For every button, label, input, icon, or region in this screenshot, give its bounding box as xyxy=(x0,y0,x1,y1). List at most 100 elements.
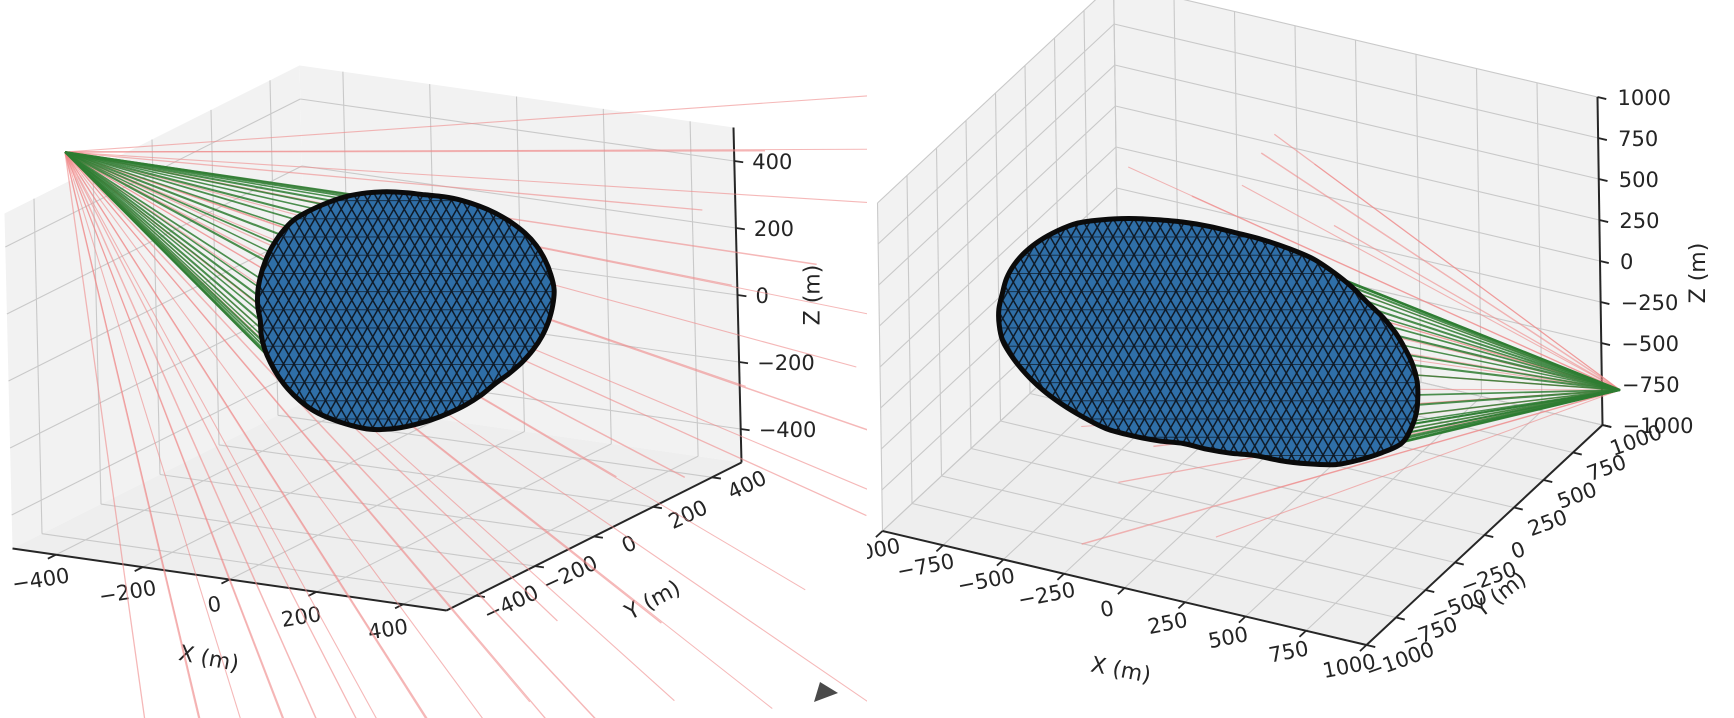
y-tick-mark xyxy=(534,565,545,569)
z-tick-label: 0 xyxy=(1620,250,1633,274)
x-tick-label: 0 xyxy=(206,592,223,618)
miss-ray xyxy=(64,151,285,718)
asteroid-mesh xyxy=(255,189,557,433)
z-tick-label: 0 xyxy=(756,284,769,308)
z-tick-label: 500 xyxy=(1619,168,1659,192)
y-tick-mark xyxy=(1572,451,1582,456)
hit-ray xyxy=(64,151,268,303)
y-tick-mark xyxy=(1543,479,1553,483)
z-axis-label: Z (m) xyxy=(801,265,826,326)
hit-ray xyxy=(1406,389,1621,417)
y-tick-mark xyxy=(593,535,604,539)
hit-ray xyxy=(64,151,290,239)
miss-ray xyxy=(64,148,867,153)
miss-ray xyxy=(1273,389,1621,490)
miss-ray xyxy=(64,151,867,702)
x-tick-mark xyxy=(1238,615,1247,624)
hit-ray xyxy=(1377,322,1621,391)
y-tick-mark xyxy=(652,506,663,510)
y-tick-mark xyxy=(711,476,722,480)
miss-ray xyxy=(64,151,201,718)
x-tick-mark xyxy=(1117,587,1126,595)
hit-ray xyxy=(64,151,271,330)
z-axis-label: Z (m) xyxy=(1686,243,1711,304)
miss-ray xyxy=(64,151,146,718)
z-tick-mark xyxy=(737,294,747,298)
y-tick-mark xyxy=(1513,506,1523,511)
left-3d-plot: −400 −200 0 200 400−400−2000200400−400−20002… xyxy=(4,65,867,718)
z-tick-label: 250 xyxy=(1619,209,1659,233)
x-tick-mark xyxy=(875,530,884,538)
z-tick-mark xyxy=(740,428,750,432)
hit-ray xyxy=(1392,342,1621,391)
x-tick-mark xyxy=(307,591,317,597)
hit-ray xyxy=(64,151,283,248)
z-tick-mark xyxy=(1597,96,1607,100)
z-tick-mark xyxy=(738,361,749,365)
miss-ray xyxy=(64,151,428,718)
miss-ray xyxy=(64,151,317,718)
hit-rays xyxy=(64,150,400,388)
miss-ray xyxy=(64,151,483,718)
x-tick-mark xyxy=(394,603,404,610)
y-tick-mark xyxy=(1395,616,1405,621)
hit-ray xyxy=(64,151,268,312)
z-tick-label: 200 xyxy=(754,217,794,241)
hit-ray xyxy=(64,151,329,213)
miss-ray xyxy=(64,151,546,718)
z-tick-mark xyxy=(1597,137,1608,141)
miss-ray xyxy=(1215,389,1621,538)
miss-ray xyxy=(64,95,867,153)
z-tick-label: −500 xyxy=(1621,332,1679,356)
miss-ray xyxy=(1260,152,1621,391)
x-tick-label: 0 xyxy=(1098,596,1116,622)
miss-ray xyxy=(1273,133,1621,391)
miss-ray xyxy=(1127,166,1621,391)
miss-ray xyxy=(64,151,357,718)
x-tick-mark xyxy=(1359,644,1368,652)
miss-ray xyxy=(64,151,596,718)
right-3d-plot: −1000−750−500−25002505007501000−1000−750… xyxy=(867,0,1711,689)
mesh-outline xyxy=(996,216,1421,468)
hit-ray xyxy=(64,151,270,321)
hit-ray xyxy=(1409,389,1621,396)
z-tick-mark xyxy=(1598,178,1608,182)
z-tick-label: −750 xyxy=(1622,373,1680,397)
mesh-wireframe xyxy=(257,191,555,430)
x-tick-mark xyxy=(1177,601,1186,610)
x-tick-mark xyxy=(1298,630,1307,638)
y-tick-mark xyxy=(1425,589,1435,593)
hit-ray xyxy=(1403,362,1621,392)
hit-ray xyxy=(64,151,268,294)
hit-ray xyxy=(1368,312,1621,391)
hit-ray xyxy=(64,151,278,257)
miss-ray xyxy=(64,151,377,718)
x-tick-mark xyxy=(221,578,230,585)
z-tick-mark xyxy=(1601,342,1611,346)
mesh-wireframe xyxy=(998,218,1418,465)
miss-ray xyxy=(64,151,867,204)
hit-ray xyxy=(1386,332,1621,392)
z-tick-label: −1000 xyxy=(1623,414,1694,438)
hit-ray xyxy=(1407,373,1621,391)
z-tick-label: 750 xyxy=(1618,127,1658,151)
asteroid-mesh xyxy=(996,216,1421,468)
hit-ray xyxy=(1357,303,1621,391)
hit-ray xyxy=(64,151,269,285)
z-tick-label: −250 xyxy=(1621,291,1679,315)
miss-ray xyxy=(1241,184,1621,391)
hit-ray xyxy=(64,151,274,266)
y-tick-mark xyxy=(1484,534,1494,538)
x-tick-mark xyxy=(47,553,57,560)
z-tick-mark xyxy=(1600,301,1610,305)
z-tick-mark xyxy=(734,160,744,164)
hit-ray xyxy=(64,150,317,218)
hit-ray xyxy=(1337,285,1621,391)
hit-ray xyxy=(64,151,400,202)
hit-ray xyxy=(1398,352,1621,391)
x-tick-mark xyxy=(935,544,944,553)
z-tick-label: 400 xyxy=(752,150,792,174)
x-tick-mark xyxy=(996,558,1005,567)
x-tick-mark xyxy=(134,566,144,572)
